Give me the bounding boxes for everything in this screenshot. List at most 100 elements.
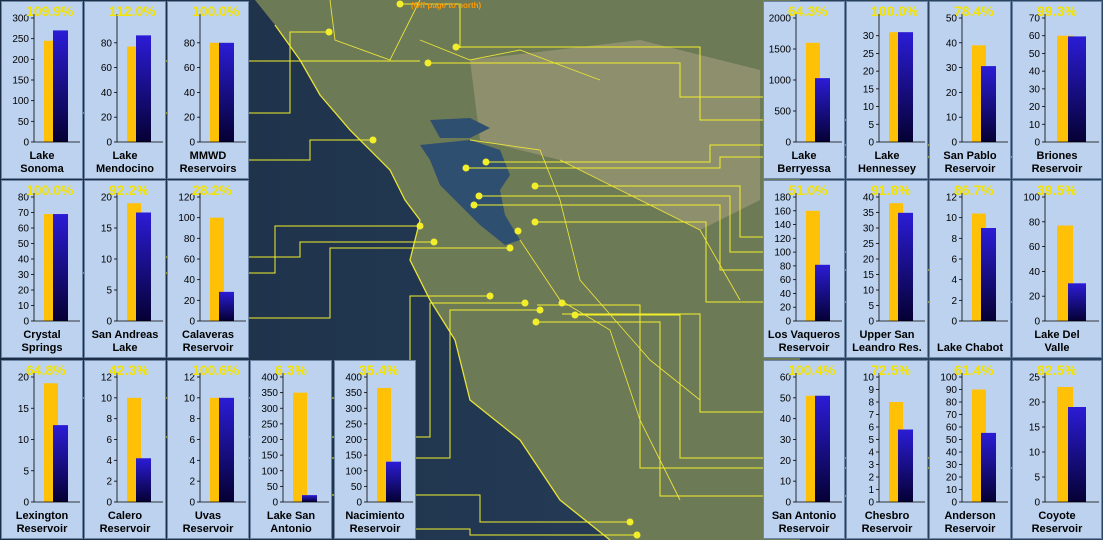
y-tick-label: 0 <box>189 317 195 328</box>
y-tick-label: 200 <box>12 55 29 66</box>
storage-bar <box>1068 407 1086 502</box>
y-tick-label: 80 <box>1029 217 1041 228</box>
y-tick-label: 10 <box>863 102 875 113</box>
storage-bar <box>898 212 913 321</box>
y-tick-label: 300 <box>345 404 362 415</box>
y-tick-label: 5 <box>868 120 874 131</box>
chart-panel-upper-san-leandro-res: 0 5 10 15 20 25 30 35 40 91.8% Upper San Leandro R… <box>846 180 928 358</box>
y-tick-label: 0 <box>106 498 112 509</box>
y-tick-label: 100 <box>774 248 791 259</box>
storage-bar <box>898 429 913 502</box>
storage-bar <box>219 42 234 142</box>
y-tick-label: 20 <box>184 296 196 307</box>
y-tick-label: 15 <box>1029 423 1041 434</box>
percent-full-label: 92.2% <box>109 182 149 198</box>
bar-chart: 0 5 10 15 20 <box>101 193 163 328</box>
off-page-note: (Off page to north) <box>411 1 482 10</box>
y-tick-label: 200 <box>345 435 362 446</box>
y-tick-label: 100 <box>1023 193 1040 204</box>
chart-panel-calaveras-reservoir: 0 20 40 60 80 100 120 28.2% Calaveras Reservoir <box>167 180 249 358</box>
percent-full-label: 100.0% <box>26 182 74 198</box>
y-tick-label: 15 <box>18 404 30 415</box>
chart-panel-lake-chabot: 0 2 4 6 8 10 12 86.7% Lake Chabot <box>929 180 1011 358</box>
reservoir-name: Lake Del Valle <box>1034 329 1080 354</box>
y-tick-label: 10 <box>18 301 30 312</box>
y-tick-label: 0 <box>951 498 957 509</box>
storage-bar <box>136 212 151 321</box>
y-tick-label: 30 <box>780 435 792 446</box>
y-tick-label: 60 <box>946 423 958 434</box>
chart-panel-briones-reservoir: 0 10 20 30 40 50 60 70 99.3% Briones Reservoir <box>1012 1 1102 179</box>
percent-full-label: 86.7% <box>954 182 994 198</box>
bar-chart: 0 50 100 150 200 250 300 350 400 <box>261 373 329 509</box>
storage-bar <box>1068 283 1086 321</box>
y-tick-label: 30 <box>863 31 875 42</box>
y-tick-label: 1000 <box>769 76 792 87</box>
chart-panel-lake-hennessey: 0 5 10 15 20 25 30 100.0% Lake Hennessey <box>846 1 928 179</box>
y-tick-label: 1 <box>868 485 874 496</box>
chart-panel-lake-mendocino: 0 20 40 60 80 112.0% Lake Mendocino <box>84 1 166 179</box>
y-tick-label: 3 <box>868 460 874 471</box>
y-tick-label: 4 <box>189 456 195 467</box>
y-tick-label: 0 <box>785 317 791 328</box>
y-tick-label: 5 <box>868 301 874 312</box>
y-tick-label: 80 <box>184 234 196 245</box>
y-tick-label: 15 <box>863 84 875 95</box>
chart-panel-anderson-reservoir: 0 10 20 30 40 50 60 70 80 90 100 61.4% Anderson Rese… <box>929 360 1011 539</box>
storage-bar <box>53 425 68 502</box>
reservoir-name: MMWD Reservoirs <box>179 150 237 175</box>
chart-panel-lexington-reservoir: 0 5 10 15 20 64.8% Lexington Reservoir <box>1 360 83 539</box>
y-tick-label: 8 <box>868 398 874 409</box>
y-tick-label: 20 <box>184 113 196 124</box>
bar-chart: 0 20 40 60 80 100 <box>1023 193 1099 328</box>
y-tick-label: 40 <box>1029 267 1041 278</box>
y-tick-label: 80 <box>780 261 792 272</box>
y-tick-label: 70 <box>1029 14 1041 25</box>
y-tick-label: 20 <box>18 373 30 384</box>
y-tick-label: 80 <box>184 38 196 49</box>
y-tick-label: 0 <box>1034 317 1040 328</box>
y-tick-label: 40 <box>184 275 196 286</box>
chart-panel-los-vaqueros-reservoir: 0 20 40 60 80 100 120 140 160 180 51.0% Los Vaquero… <box>763 180 845 358</box>
y-tick-label: 60 <box>184 63 196 74</box>
reservoir-name: Briones Reservoir <box>1031 150 1083 175</box>
reservoir-name: Crystal Springs <box>21 329 63 354</box>
y-tick-label: 6 <box>189 435 195 446</box>
storage-bar <box>981 432 996 502</box>
percent-full-label: 42.3% <box>109 362 149 378</box>
bar-chart: 0 5 10 15 20 25 30 <box>863 14 925 149</box>
chart-panel-calero-reservoir: 0 2 4 6 8 10 12 42.3% Calero Reservoir <box>84 360 166 539</box>
y-tick-label: 120 <box>178 193 195 204</box>
y-tick-label: 25 <box>1029 373 1041 384</box>
y-tick-label: 60 <box>18 224 30 235</box>
reservoir-name: Lake Berryessa <box>777 150 831 175</box>
y-tick-label: 8 <box>189 414 195 425</box>
y-tick-label: 350 <box>261 388 278 399</box>
chart-panel-mmwd-reservoirs: 0 20 40 60 80 100.0% MMWD Reservoirs <box>167 1 249 179</box>
y-tick-label: 2000 <box>769 14 792 25</box>
y-tick-label: 6 <box>951 255 957 266</box>
reservoir-name: Lake San Antonio <box>266 510 316 535</box>
chart-panel-lake-berryessa: 0 500 1000 1500 2000 64.3% Lake Berryessa <box>763 1 845 179</box>
y-tick-label: 15 <box>863 270 875 281</box>
percent-full-label: 51.0% <box>788 182 828 198</box>
y-tick-label: 9 <box>868 385 874 396</box>
percent-full-label: 64.3% <box>788 3 828 19</box>
y-tick-label: 40 <box>18 255 30 266</box>
y-tick-label: 20 <box>1029 102 1041 113</box>
y-tick-label: 40 <box>184 88 196 99</box>
y-tick-label: 0 <box>23 138 29 149</box>
y-tick-label: 50 <box>351 482 363 493</box>
chart-panel-san-andreas-lake: 0 5 10 15 20 92.2% San Andreas Lake <box>84 180 166 358</box>
reservoir-name: San Andreas Lake <box>91 329 159 354</box>
y-tick-label: 100 <box>261 466 278 477</box>
y-tick-label: 60 <box>780 275 792 286</box>
y-tick-label: 100 <box>178 213 195 224</box>
y-tick-label: 500 <box>774 107 791 118</box>
storage-bar <box>981 66 996 142</box>
y-tick-label: 40 <box>863 193 875 204</box>
percent-full-label: 6.3% <box>275 362 307 378</box>
y-tick-label: 150 <box>12 76 29 87</box>
y-tick-label: 90 <box>946 385 958 396</box>
percent-full-label: 61.4% <box>954 362 994 378</box>
